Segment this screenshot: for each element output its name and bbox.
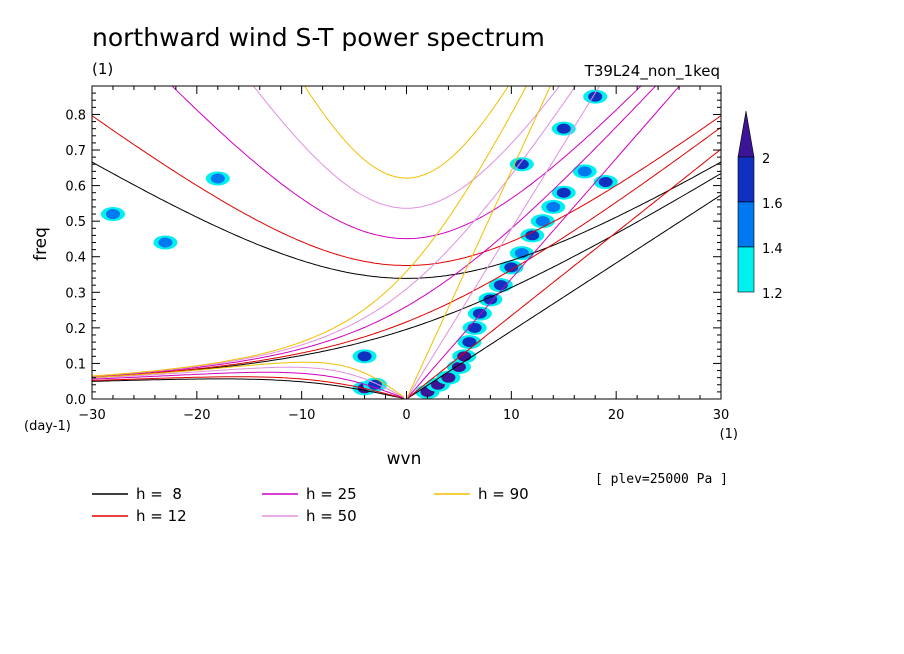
x-axis-unit: (1) [720, 427, 738, 442]
x-tick-label: −20 [183, 408, 210, 423]
kelvin-curve [406, 86, 551, 399]
y-tick-label: 0.2 [65, 322, 86, 337]
mrg-curve [92, 126, 721, 378]
y-axis: 0.0 0.1 0.2 0.3 0.4 0.5 0.6 0.7 0.8 [65, 85, 721, 408]
spectral-peak [210, 173, 225, 184]
y-tick-label: 0.0 [65, 393, 86, 408]
x-tick-label: 20 [608, 408, 625, 423]
spectral-peak [493, 280, 508, 291]
mrg-curve [92, 86, 577, 377]
legend-label: h = 50 [306, 507, 357, 525]
kelvin-curve [406, 86, 681, 399]
spectral-peak [535, 216, 550, 227]
inertia-gravity-curve [92, 115, 721, 266]
colorbar-extend [737, 110, 755, 158]
mrg-curve [92, 173, 721, 378]
spectral-peak [504, 262, 519, 273]
y-tick-label: 0.7 [65, 144, 86, 159]
chart-title: northward wind S-T power spectrum [92, 23, 545, 52]
colorbar-segment [737, 201, 755, 248]
x-tick-label: −10 [288, 408, 315, 423]
kelvin-curve [406, 148, 721, 399]
y-tick-label: 0.8 [65, 108, 86, 123]
spectral-peak [514, 159, 529, 170]
dispersion-curves [92, 86, 721, 399]
legend-label: h = 25 [306, 485, 357, 503]
spectral-peak [462, 337, 477, 348]
chart-subtitle-left: (1) [92, 60, 113, 78]
kelvin-curve [406, 86, 601, 399]
legend-label: h = 12 [136, 507, 187, 525]
y-axis-unit: (day-1) [24, 419, 71, 434]
spectral-peak [368, 379, 383, 390]
inertia-gravity-curve [252, 86, 561, 209]
spectral-peak [357, 351, 372, 362]
chart-subtitle-right: T39L24_non_1keq [584, 62, 720, 81]
legend-label: h = 8 [136, 485, 182, 503]
rossby-curve [92, 361, 405, 398]
rossby-curve [92, 378, 404, 399]
x-tick-label: 30 [713, 408, 730, 423]
pressure-level-note: [ plev=25000 Pa ] [595, 472, 728, 487]
legend-label: h = 90 [478, 485, 529, 503]
inertia-gravity-curve [171, 86, 642, 240]
spectral-peak [525, 230, 540, 241]
inertia-gravity-curve [304, 86, 509, 179]
mrg-curve [92, 86, 528, 377]
colorbar-label: 2 [762, 152, 770, 167]
spectral-peak [556, 187, 571, 198]
spectral-peak [472, 308, 487, 319]
rossby-curve [92, 366, 405, 399]
colorbar-segment [737, 156, 755, 203]
spectral-peak [598, 177, 613, 188]
colorbar-label: 1.4 [762, 242, 783, 257]
legend: h = 8 h = 12 h = 25 h = 50 h = 90 [92, 485, 529, 525]
colorbar-label: 1.2 [762, 287, 783, 302]
spectral-peak [577, 166, 592, 177]
spectral-peak [483, 294, 498, 305]
colorbar-segment [737, 246, 755, 293]
x-axis-label: wvn [387, 449, 422, 469]
spectral-peak [556, 123, 571, 134]
spectrum-contours [100, 89, 618, 399]
spectral-peak [546, 201, 561, 212]
x-tick-label: −30 [78, 408, 105, 423]
rossby-curve [92, 376, 405, 399]
y-tick-label: 0.5 [65, 215, 86, 230]
spectral-peak [467, 322, 482, 333]
spectral-peak [105, 209, 120, 220]
plot-frame [91, 85, 722, 400]
spectral-peak [158, 237, 173, 248]
rossby-curve [92, 371, 405, 399]
colorbar: 2 1.6 1.4 1.2 [737, 110, 783, 302]
x-tick-label: 0 [402, 408, 410, 423]
y-axis-label: freq [31, 227, 51, 261]
mrg-curve [92, 86, 657, 378]
y-tick-label: 0.4 [65, 251, 86, 266]
y-tick-label: 0.1 [65, 357, 86, 372]
inertia-gravity-curve [92, 161, 721, 279]
kelvin-curve [406, 194, 721, 399]
y-tick-label: 0.6 [65, 180, 86, 195]
spectral-peak [451, 361, 466, 372]
y-tick-label: 0.3 [65, 286, 86, 301]
spectral-peak [441, 372, 456, 383]
colorbar-label: 1.6 [762, 197, 783, 212]
x-axis: −30 −20 −10 0 10 20 30 [78, 86, 729, 423]
x-tick-label: 10 [503, 408, 520, 423]
